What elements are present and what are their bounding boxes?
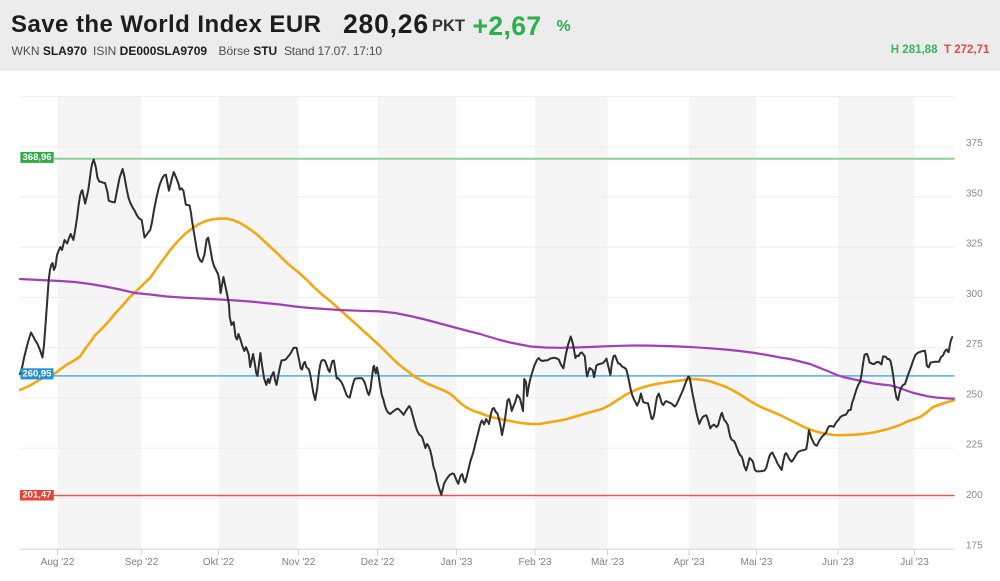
svg-text:Dez '22: Dez '22 bbox=[361, 557, 395, 568]
svg-text:Jan '23: Jan '23 bbox=[441, 557, 473, 568]
svg-text:250: 250 bbox=[966, 389, 983, 400]
svg-text:260,95: 260,95 bbox=[22, 369, 52, 380]
svg-text:225: 225 bbox=[966, 440, 983, 451]
svg-text:325: 325 bbox=[966, 239, 983, 250]
svg-text:Feb '23: Feb '23 bbox=[518, 557, 551, 568]
svg-text:275: 275 bbox=[966, 339, 983, 350]
svg-text:Sep '22: Sep '22 bbox=[125, 557, 159, 568]
svg-text:Mai '23: Mai '23 bbox=[741, 557, 773, 568]
svg-text:Jun '23: Jun '23 bbox=[822, 557, 854, 568]
svg-text:Mär '23: Mär '23 bbox=[591, 557, 624, 568]
svg-text:Okt '22: Okt '22 bbox=[203, 557, 235, 568]
svg-text:201,47: 201,47 bbox=[22, 490, 51, 501]
svg-text:375: 375 bbox=[966, 138, 983, 149]
svg-text:200: 200 bbox=[966, 490, 983, 501]
svg-text:Nov '22: Nov '22 bbox=[282, 557, 316, 568]
svg-text:Apr '23: Apr '23 bbox=[673, 557, 705, 568]
svg-text:350: 350 bbox=[966, 188, 983, 199]
svg-text:Jul '23: Jul '23 bbox=[900, 557, 929, 568]
svg-text:300: 300 bbox=[966, 289, 983, 300]
svg-text:368,96: 368,96 bbox=[23, 152, 52, 163]
svg-text:175: 175 bbox=[966, 540, 983, 551]
svg-text:Aug '22: Aug '22 bbox=[41, 557, 75, 568]
